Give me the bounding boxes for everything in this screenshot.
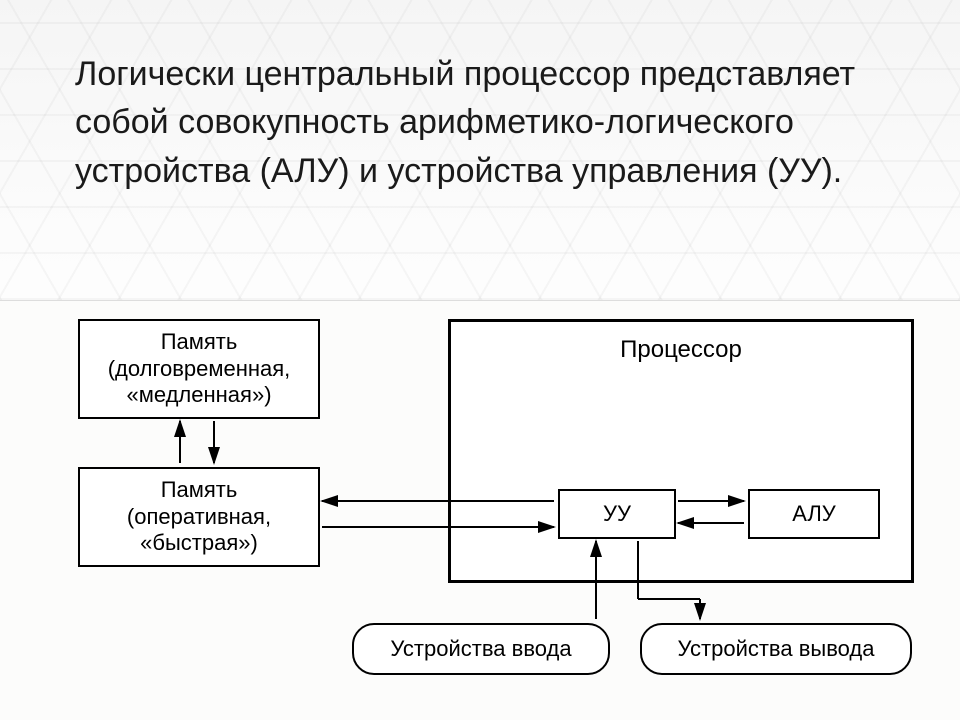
node-memory-fast-line2: (оперативная, <box>127 504 271 530</box>
node-memory-long-line2: (долговременная, <box>108 356 291 382</box>
node-memory-fast: Память (оперативная, «быстрая») <box>78 467 320 567</box>
node-memory-long: Память (долговременная, «медленная») <box>78 319 320 419</box>
node-memory-long-line1: Память <box>161 329 238 355</box>
node-output-label: Устройства вывода <box>678 636 875 662</box>
node-memory-fast-line1: Память <box>161 477 238 503</box>
node-input-devices: Устройства ввода <box>352 623 610 675</box>
node-uu: УУ <box>558 489 676 539</box>
node-output-devices: Устройства вывода <box>640 623 912 675</box>
node-input-label: Устройства ввода <box>390 636 571 662</box>
cpu-diagram: Память (долговременная, «медленная») Пам… <box>0 300 960 720</box>
node-alu: АЛУ <box>748 489 880 539</box>
node-uu-label: УУ <box>603 501 631 527</box>
node-memory-long-line3: «медленная») <box>126 382 271 408</box>
slide-title-text: Логически центральный процессор представ… <box>75 50 885 195</box>
node-cpu-container: Процессор <box>448 319 914 583</box>
cpu-container-label: Процессор <box>620 336 742 365</box>
node-alu-label: АЛУ <box>792 501 836 527</box>
node-memory-fast-line3: «быстрая») <box>140 530 258 556</box>
